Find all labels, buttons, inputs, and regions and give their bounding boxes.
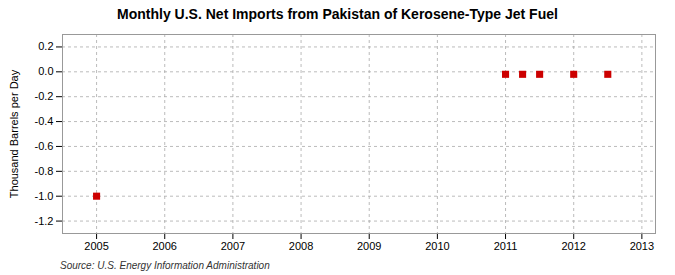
html-text:Source: U.S. Energy Informatio: Source: U.S. Energy Information Administ…: [60, 260, 270, 271]
svg-text:0.0: 0.0: [38, 65, 53, 77]
svg-text:-0.6: -0.6: [35, 140, 54, 152]
svg-text:-1.2: -1.2: [35, 215, 54, 227]
svg-text:2005: 2005: [84, 240, 108, 252]
svg-text:Thousand Barrels per Day: Thousand Barrels per Day: [8, 69, 20, 198]
svg-text:2010: 2010: [425, 240, 449, 252]
svg-text:2013: 2013: [630, 240, 654, 252]
svg-text:0.2: 0.2: [38, 40, 53, 52]
svg-text:2007: 2007: [221, 240, 245, 252]
svg-text:-0.8: -0.8: [35, 165, 54, 177]
svg-text:-0.2: -0.2: [35, 90, 54, 102]
svg-text:2009: 2009: [357, 240, 381, 252]
svg-text:-1.0: -1.0: [35, 190, 54, 202]
svg-text:-0.4: -0.4: [35, 115, 54, 127]
svg-text:2011: 2011: [494, 240, 518, 252]
svg-text:2012: 2012: [561, 240, 585, 252]
svg-text:2008: 2008: [289, 240, 313, 252]
svg-text:2006: 2006: [152, 240, 176, 252]
html-text:Monthly U.S. Net Imports from: Monthly U.S. Net Imports from Pakistan o…: [117, 6, 558, 22]
